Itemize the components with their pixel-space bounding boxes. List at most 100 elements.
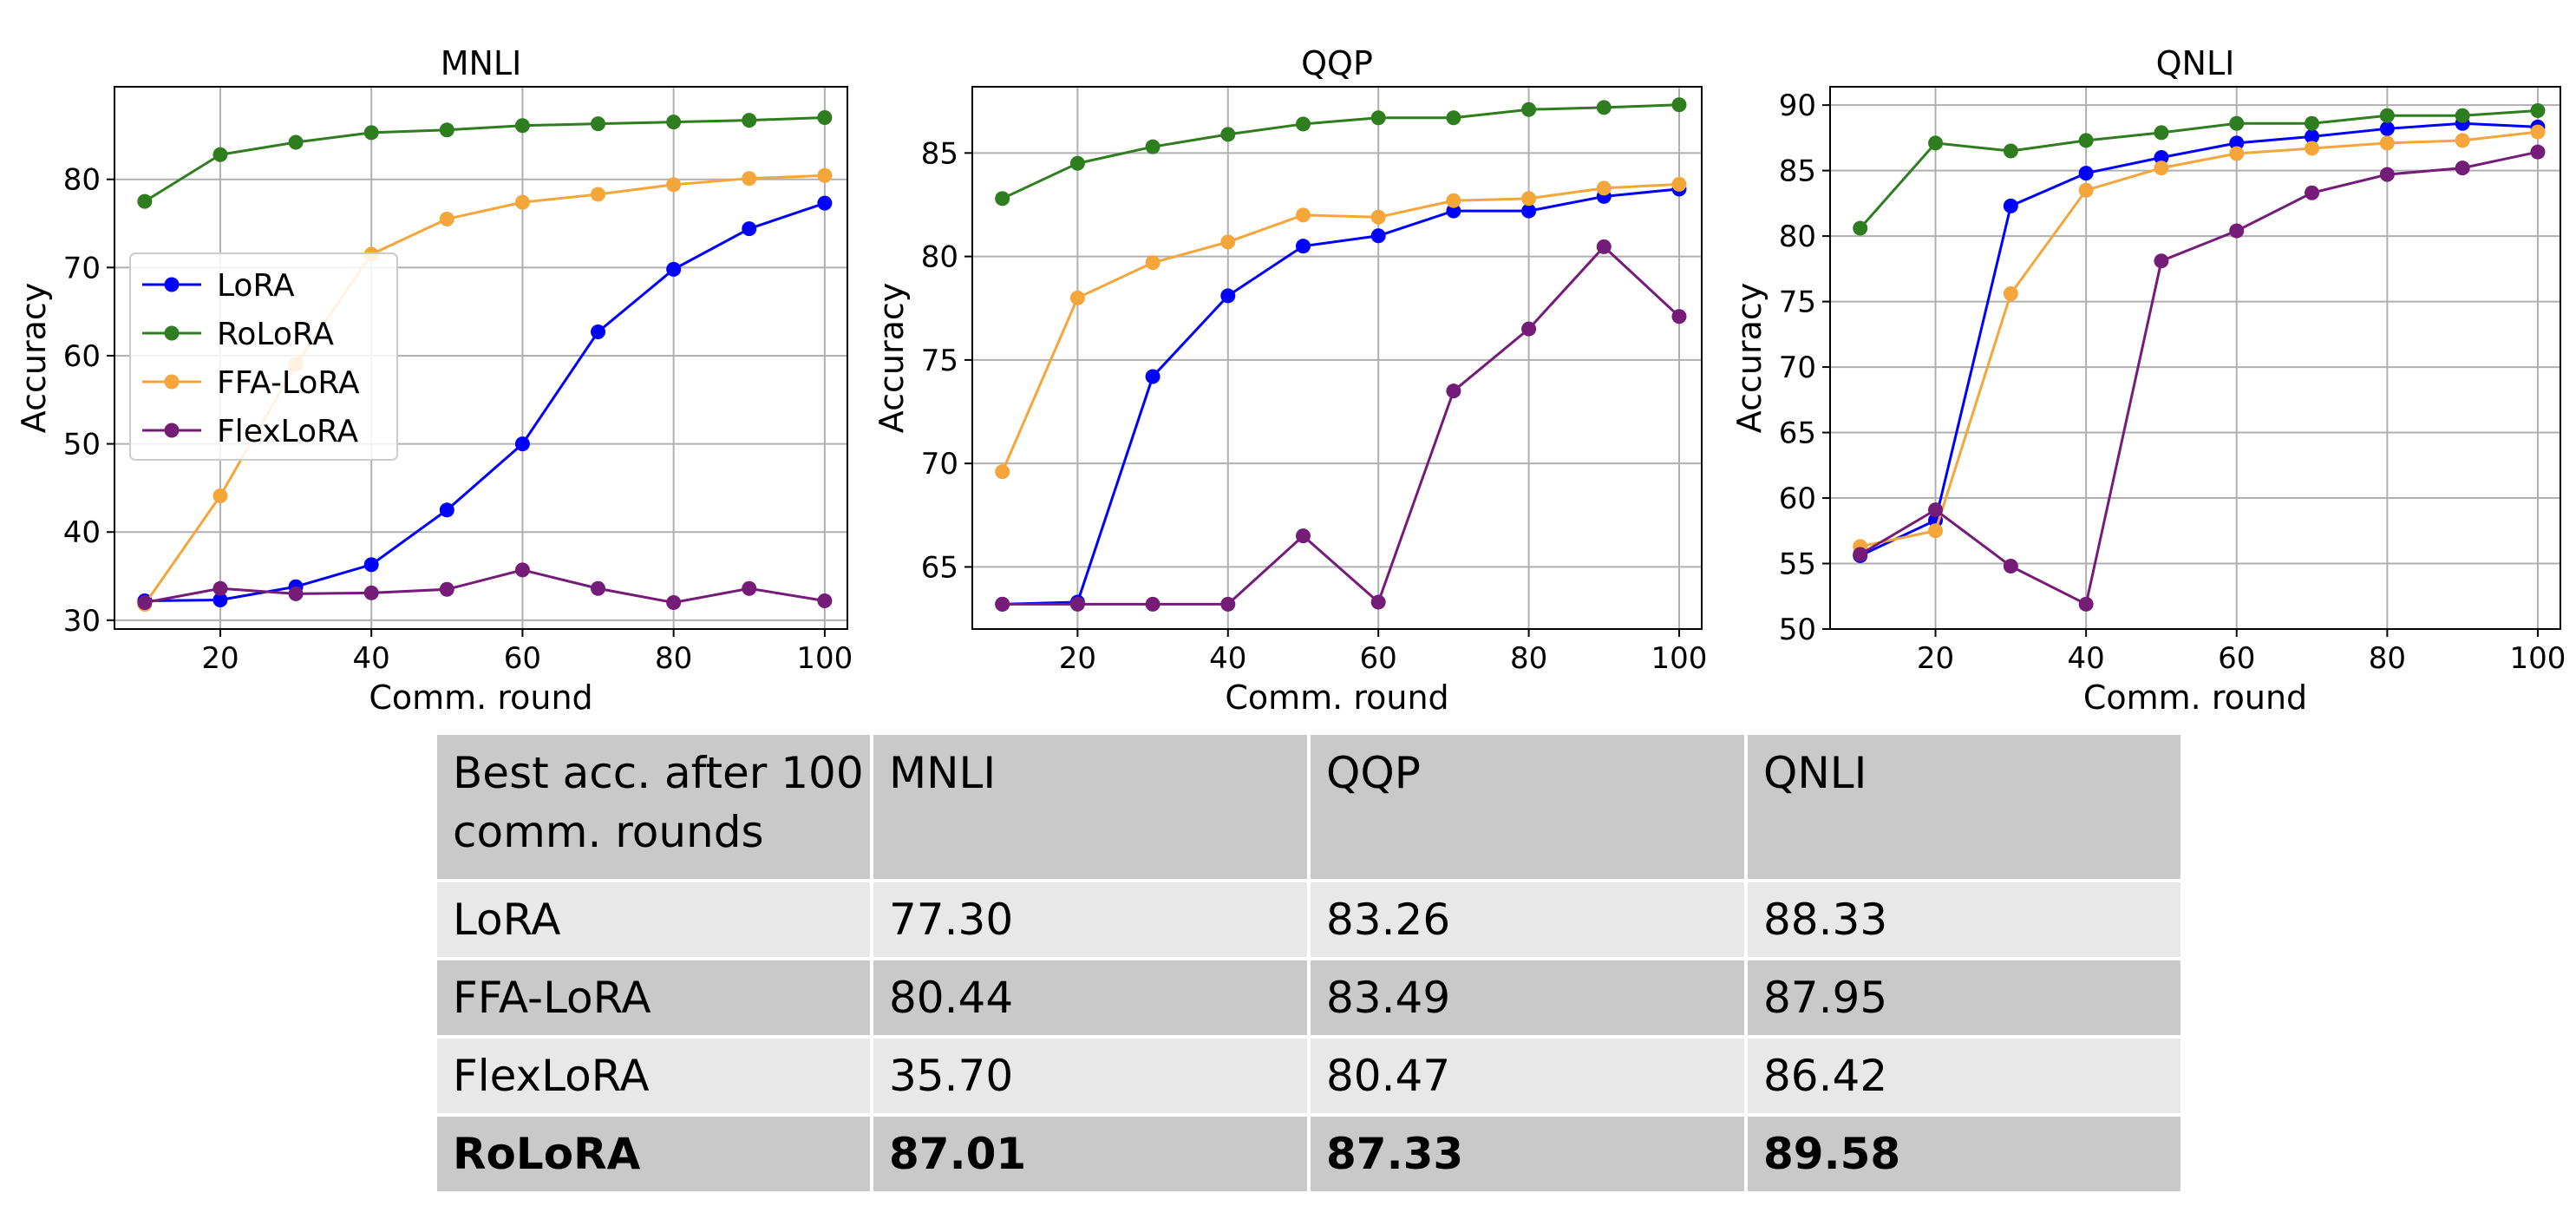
x-tick-label: 100 [2510, 641, 2566, 676]
table-cell: 80.44 [870, 957, 1311, 1039]
data-point-ffa-lora [1220, 234, 1236, 250]
chart-title: QNLI [2156, 44, 2235, 82]
y-tick-label: 65 [1779, 416, 1816, 451]
data-point-ffa-lora [1295, 207, 1311, 223]
data-point-ffa-lora [2229, 146, 2245, 161]
y-tick-label: 60 [63, 339, 101, 374]
data-point-ffa-lora [2530, 124, 2546, 140]
data-point-rolora [1220, 127, 1236, 142]
data-point-lora [1446, 203, 1461, 219]
series-line-flexlora [144, 568, 826, 605]
data-point-lora [2154, 150, 2169, 166]
y-tick-label: 90 [1779, 88, 1816, 123]
data-point-flexlora [2154, 253, 2169, 269]
data-point-flexlora [363, 585, 379, 600]
data-point-lora [2003, 198, 2018, 213]
data-point-lora [2229, 135, 2245, 151]
data-point-lora [363, 557, 379, 573]
data-point-flexlora [2530, 144, 2546, 160]
x-tick-label: 20 [201, 641, 239, 676]
data-point-ffa-lora [1596, 180, 1612, 196]
plot-frame [971, 86, 1703, 630]
data-point-flexlora [1853, 547, 1868, 562]
x-tick-label: 80 [2369, 641, 2406, 676]
data-point-rolora [1446, 110, 1461, 126]
x-tick-label: 100 [796, 641, 853, 676]
data-point-ffa-lora [2379, 135, 2395, 151]
data-point-lora [591, 324, 606, 340]
data-point-rolora [2154, 125, 2169, 141]
data-point-flexlora [591, 580, 606, 596]
table-header-cell: QNLI [1744, 731, 2184, 882]
table-row: LoRA 77.30 83.26 88.33 [434, 879, 2184, 960]
y-tick-label: 85 [1779, 154, 1816, 189]
data-point-lora [817, 195, 833, 211]
series-line-flexlora [1859, 150, 2539, 606]
data-point-ffa-lora [2305, 141, 2320, 156]
x-tick-label: 40 [2068, 641, 2105, 676]
table-header-cell: Best acc. after 100 comm. rounds [434, 731, 873, 882]
data-point-flexlora [2078, 596, 2094, 612]
y-tick-label: 75 [1779, 285, 1816, 320]
y-tick-label: 80 [921, 240, 958, 275]
series-line-ffa-lora [1001, 182, 1680, 473]
data-point-rolora [742, 113, 757, 128]
y-tick-label: 80 [1779, 220, 1816, 254]
y-tick-label: 65 [921, 550, 958, 585]
table-cell: FFA-LoRA [434, 957, 873, 1039]
data-point-flexlora [439, 581, 454, 597]
x-tick-label: 60 [504, 641, 541, 676]
data-point-ffa-lora [742, 171, 757, 187]
results-table: Best acc. after 100 comm. rounds MNLI QQ… [434, 731, 2184, 1195]
data-point-flexlora [514, 562, 530, 578]
table-cell: 86.42 [1744, 1035, 2184, 1117]
data-point-flexlora [288, 586, 304, 601]
data-point-rolora [2078, 133, 2094, 148]
data-point-lora [1295, 239, 1311, 254]
table-header-row: Best acc. after 100 comm. rounds MNLI QQ… [434, 731, 2184, 882]
data-point-lora [2305, 128, 2320, 144]
data-point-rolora [2003, 143, 2018, 159]
data-point-rolora [1370, 110, 1386, 126]
y-tick-label: 70 [63, 251, 101, 285]
x-tick-label: 20 [1059, 641, 1096, 676]
y-tick-label: 70 [921, 447, 958, 482]
data-point-flexlora [1928, 502, 1944, 518]
series-line-ffa-lora [1860, 130, 2539, 548]
data-point-ffa-lora [2078, 182, 2094, 198]
charts-area: 20 40 60 80 100 30 40 50 60 70 80 MNLI Comm. round Ac… [15, 44, 2566, 717]
table-cell: LoRA [434, 879, 873, 960]
data-point-ffa-lora [1370, 209, 1386, 225]
data-point-flexlora [1145, 596, 1161, 612]
x-axis-label: Comm. round [369, 678, 592, 717]
series-line-rolora [1002, 103, 1680, 200]
x-tick-label: 40 [353, 641, 390, 676]
plot-frame [1829, 86, 2561, 630]
data-point-rolora [1671, 97, 1687, 113]
data-point-ffa-lora [514, 194, 530, 210]
data-point-ffa-lora [439, 211, 454, 226]
data-point-rolora [1521, 102, 1537, 117]
chart-qnli: 20 40 60 80 100 50 55 60 65 70 75 80 85 90 QNLI Comm. r… [1730, 44, 2566, 717]
data-point-flexlora [2305, 185, 2320, 200]
legend-marker-lora [164, 277, 180, 292]
chart-mnli: 20 40 60 80 100 30 40 50 60 70 80 MNLI Comm. round Ac… [15, 44, 853, 717]
y-tick-label: 50 [63, 428, 101, 462]
series-line-flexlora [1002, 245, 1681, 606]
y-tick-label: 40 [63, 515, 101, 550]
plot-frame [114, 86, 848, 630]
data-point-flexlora [1671, 309, 1687, 324]
data-point-rolora [1145, 139, 1161, 154]
data-point-rolora [2305, 115, 2320, 131]
data-point-lora [439, 502, 454, 518]
y-tick-label: 30 [63, 604, 101, 639]
data-point-flexlora [1220, 596, 1236, 612]
data-point-ffa-lora [2455, 133, 2470, 148]
series-line-lora [1860, 121, 2539, 557]
x-tick-label: 80 [655, 641, 692, 676]
y-tick-label: 50 [1779, 613, 1816, 647]
data-point-flexlora [742, 580, 757, 596]
data-point-flexlora [1446, 383, 1461, 399]
legend-label-rolora: RoLoRA [217, 317, 334, 352]
x-tick-label: 80 [1510, 641, 1547, 676]
